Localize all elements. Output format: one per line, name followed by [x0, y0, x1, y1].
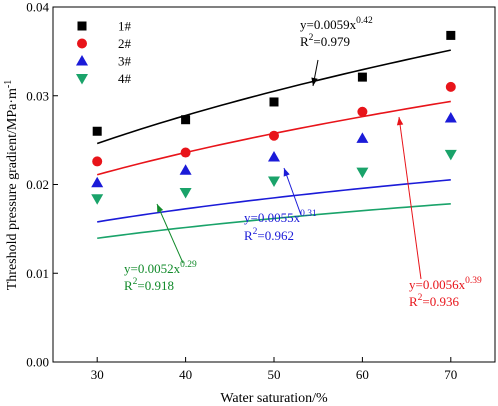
y-axis-title-main: Threshold pressure gradient/MPa·m [5, 88, 20, 290]
legend-label-3: 3# [118, 54, 132, 69]
fit-r2-symbol-1: R [300, 34, 309, 49]
marker-s2-p2 [269, 130, 279, 141]
x-tick-label-3: 60 [356, 367, 369, 382]
fit-curve-1 [96, 49, 451, 145]
marker-s1-p2 [269, 97, 279, 107]
fit-r2-exponent-1: 2 [309, 33, 314, 43]
x-axis-title: Water saturation/% [220, 391, 328, 406]
fit-equation-2: y=0.0056x0.39 [409, 276, 482, 292]
fit-curve-4 [97, 202, 451, 240]
y-tick-label-1: 0.01 [26, 266, 49, 281]
data-markers [91, 30, 457, 205]
fit-curve-3 [97, 179, 451, 223]
fit-r2-value-1: =0.979 [313, 34, 350, 49]
fit-r2-exponent-2: 2 [418, 293, 423, 303]
marker-s2-p3 [357, 106, 368, 117]
fit-r2-value-3: =0.962 [257, 228, 294, 243]
legend-label-1: 1# [118, 19, 132, 34]
marker-s4-p3 [356, 167, 369, 179]
marker-s2-p0 [92, 156, 103, 167]
fit-r2-symbol-2: R [409, 294, 418, 309]
fit-r2-symbol-3: R [244, 228, 253, 243]
legend: 1# 2# 3# 4# [76, 19, 132, 86]
y-axis-title-exponent: -1 [3, 80, 14, 88]
x-tick-label-2: 50 [268, 367, 281, 382]
legend-marker-1 [77, 21, 87, 31]
fit-equation-1: y=0.0059x0.42 [300, 16, 373, 32]
annotation-arrow-3 [283, 167, 302, 216]
fit-equation-3: y=0.0055x0.31 [244, 209, 317, 225]
x-tick-label-4: 70 [444, 367, 457, 382]
marker-s3-p1 [179, 164, 192, 175]
y-axis-title: Threshold pressure gradient/MPa·m-1 [3, 80, 20, 291]
fit-r2-4: R2=0.918 [124, 277, 174, 293]
fit-equation-exponent-1: 0.42 [356, 16, 373, 26]
marker-s1-p0 [92, 126, 102, 136]
axis-ticks: 30 40 50 60 70 0.00 0.01 0.02 0.03 0.04 [26, 0, 457, 382]
marker-s4-p0 [91, 194, 104, 205]
legend-marker-2 [77, 38, 87, 49]
marker-s3-p4 [444, 111, 457, 123]
fit-equation-base-2: y=0.0056x [409, 277, 466, 292]
fit-equation-base-1: y=0.0059x [300, 17, 357, 32]
y-tick-label-4: 0.04 [26, 0, 49, 15]
marker-s1-p1 [181, 115, 191, 125]
fit-r2-value-4: =0.918 [137, 278, 174, 293]
fit-equation-4: y=0.0052x0.29 [124, 260, 197, 276]
x-tick-label-0: 30 [91, 367, 104, 382]
legend-marker-4 [76, 74, 88, 85]
annotation-arrowhead-1 [311, 77, 318, 86]
fit-r2-exponent-4: 2 [133, 277, 138, 287]
annotation-arrow-2 [398, 116, 422, 280]
fit-equation-exponent-4: 0.29 [180, 260, 197, 270]
annotation-arrow-4 [156, 203, 184, 264]
fit-annotations: y=0.0059x0.42R2=0.979y=0.0056x0.39R2=0.9… [124, 16, 482, 309]
marker-s2-p4 [445, 81, 456, 92]
fit-equation-base-3: y=0.0055x [244, 210, 301, 225]
y-tick-label-3: 0.03 [26, 88, 49, 103]
fit-r2-value-2: =0.936 [422, 294, 459, 309]
annotation-arrowhead-3 [283, 168, 290, 177]
fit-r2-1: R2=0.979 [300, 33, 350, 49]
marker-s1-p3 [357, 72, 367, 82]
fit-r2-symbol-4: R [124, 278, 133, 293]
marker-s4-p4 [444, 149, 457, 161]
marker-s2-p1 [180, 147, 191, 158]
y-tick-label-2: 0.02 [26, 177, 49, 192]
fit-equation-exponent-3: 0.31 [300, 209, 317, 219]
fit-r2-exponent-3: 2 [253, 227, 258, 237]
marker-s3-p0 [91, 176, 104, 188]
fit-r2-2: R2=0.936 [409, 293, 460, 309]
legend-label-4: 4# [118, 71, 132, 86]
marker-s4-p2 [268, 176, 280, 187]
fit-r2-3: R2=0.962 [244, 227, 294, 243]
marker-s3-p3 [356, 132, 369, 143]
marker-s1-p4 [446, 30, 456, 40]
fit-equation-base-4: y=0.0052x [124, 261, 181, 276]
fit-equation-exponent-2: 0.39 [465, 276, 482, 286]
legend-marker-3 [76, 55, 88, 66]
marker-s4-p1 [179, 187, 192, 199]
annotation-arrowhead-2 [396, 117, 404, 126]
marker-s3-p2 [268, 150, 280, 162]
x-tick-label-1: 40 [179, 367, 192, 382]
legend-label-2: 2# [118, 36, 132, 51]
annotation-arrowhead-4 [157, 204, 164, 213]
y-tick-label-0: 0.00 [26, 355, 49, 370]
